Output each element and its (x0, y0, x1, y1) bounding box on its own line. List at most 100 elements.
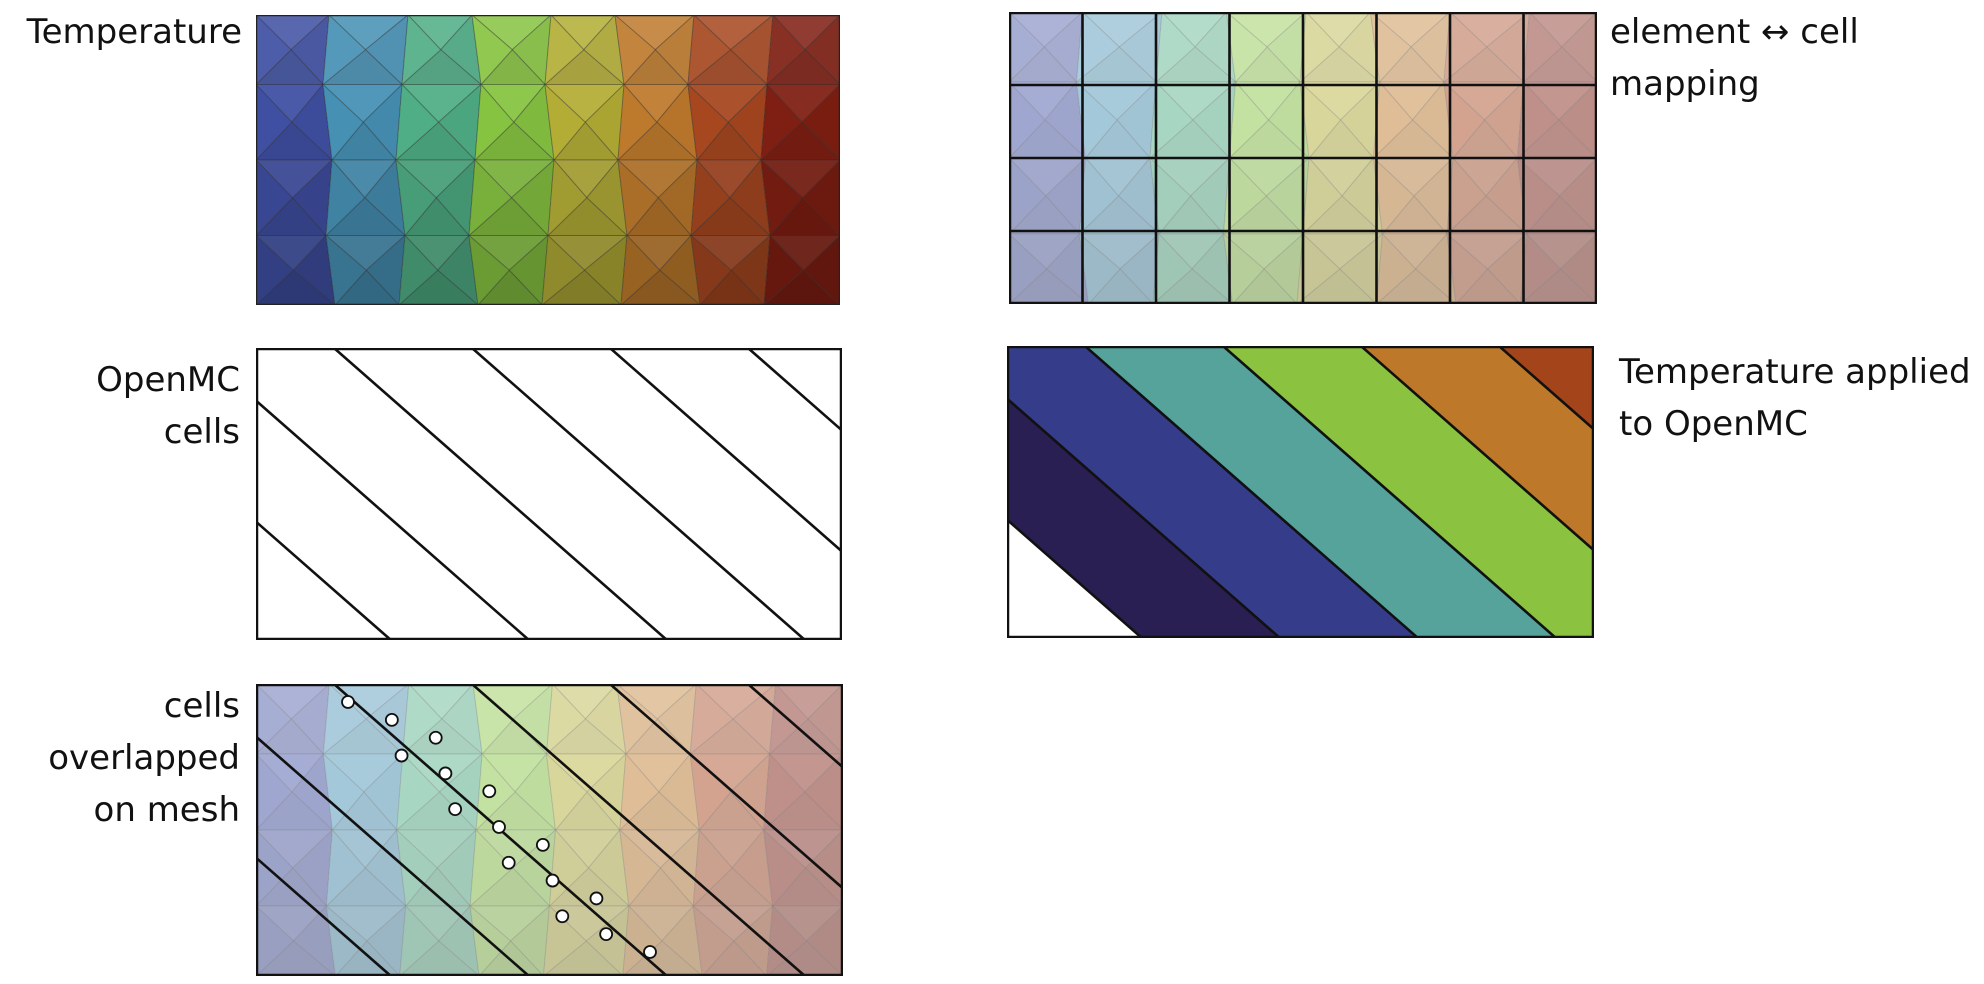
mesh-element (1009, 12, 1045, 83)
centroid-point (448, 802, 463, 817)
cell-band (1007, 346, 1418, 638)
mesh-element (1522, 12, 1563, 84)
mesh-element (544, 15, 585, 86)
label-mapping-line-2: mapping (1610, 64, 1760, 104)
mesh-element (256, 684, 292, 755)
mesh-element (399, 904, 440, 976)
mesh-element (1302, 156, 1343, 236)
stepped-boundary (1448, 12, 1597, 233)
mesh-element (401, 15, 442, 86)
mesh-element (617, 83, 658, 162)
mesh-element (322, 83, 364, 162)
temperature-applied-panel (1007, 346, 1594, 638)
cell-boundary-line (256, 519, 392, 640)
mesh-element (766, 15, 806, 86)
mesh-element (690, 234, 732, 305)
mesh-element (619, 828, 661, 908)
mesh-element (396, 752, 441, 832)
label-element-cell-mapping: element ↔ cell mapping (1610, 6, 1859, 110)
centroid-point (589, 891, 604, 906)
label-mapping-line-1: element ↔ cell (1610, 12, 1859, 52)
mesh-element (763, 234, 805, 305)
mesh-element (322, 752, 365, 832)
centroid-point (492, 820, 506, 834)
cell-boundary-line (256, 734, 530, 976)
mesh-element (256, 905, 295, 976)
mesh-element (692, 904, 735, 976)
cell-band (1223, 346, 1594, 638)
centroid-point (545, 873, 560, 888)
mesh-element (471, 15, 513, 86)
cell-boundary-line (747, 684, 843, 770)
mesh-element (1446, 232, 1489, 304)
label-temperature-line-1: Temperature (26, 12, 242, 52)
panel-background (256, 348, 842, 640)
cell-boundary-line (1222, 346, 1557, 638)
mesh-element (762, 828, 807, 908)
mesh-element (1009, 157, 1047, 235)
applied-cell-boundaries (1007, 346, 1594, 638)
element-cell-mapping-panel (1009, 12, 1597, 304)
centroid-point (535, 837, 550, 852)
label-applied-line-2: to OpenMC (1619, 404, 1808, 444)
mesh-element (1075, 80, 1118, 160)
openmc-cells-panel (256, 348, 842, 640)
overlap-cell-boundaries (256, 684, 843, 976)
mesh-element (760, 158, 804, 237)
label-openmc-cells-line-1: OpenMC (96, 360, 240, 400)
cell-boundary-line (1360, 346, 1594, 553)
cell-boundary-line (1084, 346, 1419, 638)
mesh-element (548, 828, 590, 908)
mesh-element (687, 15, 732, 86)
mesh-element (1369, 12, 1412, 84)
mesh-element (256, 159, 294, 237)
mesh-element (256, 15, 292, 86)
centroid-point (555, 909, 570, 924)
mesh-element (395, 158, 437, 237)
mesh-element (620, 234, 661, 305)
cell-boundary-line (333, 348, 668, 640)
mesh-element (398, 234, 439, 305)
mesh-element (544, 83, 586, 162)
panel-border (1009, 12, 1597, 304)
mesh-element (1372, 156, 1415, 236)
mesh-element (617, 158, 659, 237)
mesh-element (1443, 80, 1486, 160)
mesh-element (468, 234, 510, 305)
label-temperature: Temperature (27, 6, 242, 58)
stepped-cell-boundaries (1009, 12, 1597, 304)
label-openmc-cells: OpenMC cells (96, 354, 240, 458)
element-centroids (341, 695, 657, 959)
mesh-element (1078, 232, 1121, 304)
mesh-element (689, 684, 734, 756)
mesh-element (760, 83, 803, 162)
mesh-element (395, 83, 440, 162)
mesh-element (541, 234, 586, 305)
mesh-element (1149, 80, 1194, 160)
centroid-point (599, 927, 614, 942)
centroid-point (482, 784, 497, 799)
mesh-element (1155, 12, 1196, 84)
cell-boundary-line (256, 398, 530, 640)
cell-boundary-line (1498, 346, 1594, 432)
label-temperature-applied: Temperature applied to OpenMC (1619, 346, 1971, 450)
label-cells-overlapped-line-2: overlapped (48, 738, 240, 778)
centroid-point (428, 730, 443, 745)
mesh-element (1222, 156, 1267, 236)
label-openmc-cells-line-2: cells (163, 412, 240, 452)
label-cells-overlapped-line-1: cells (163, 686, 240, 726)
cell-boundary-line (471, 348, 806, 640)
mesh-element (616, 684, 659, 756)
mesh-element (1222, 232, 1265, 304)
mesh-element (1443, 12, 1488, 84)
mesh-element (474, 83, 515, 162)
mesh-element (1228, 80, 1270, 160)
mesh-element (542, 904, 587, 976)
stepped-boundary (1009, 156, 1156, 304)
cells-overlapped-on-mesh-panel (256, 684, 843, 976)
panel-border (256, 684, 843, 976)
cell-boundary-line (1007, 396, 1281, 638)
cell-boundary-line (471, 684, 806, 976)
mesh-element (1225, 12, 1268, 84)
mesh-elements (1009, 12, 1597, 304)
